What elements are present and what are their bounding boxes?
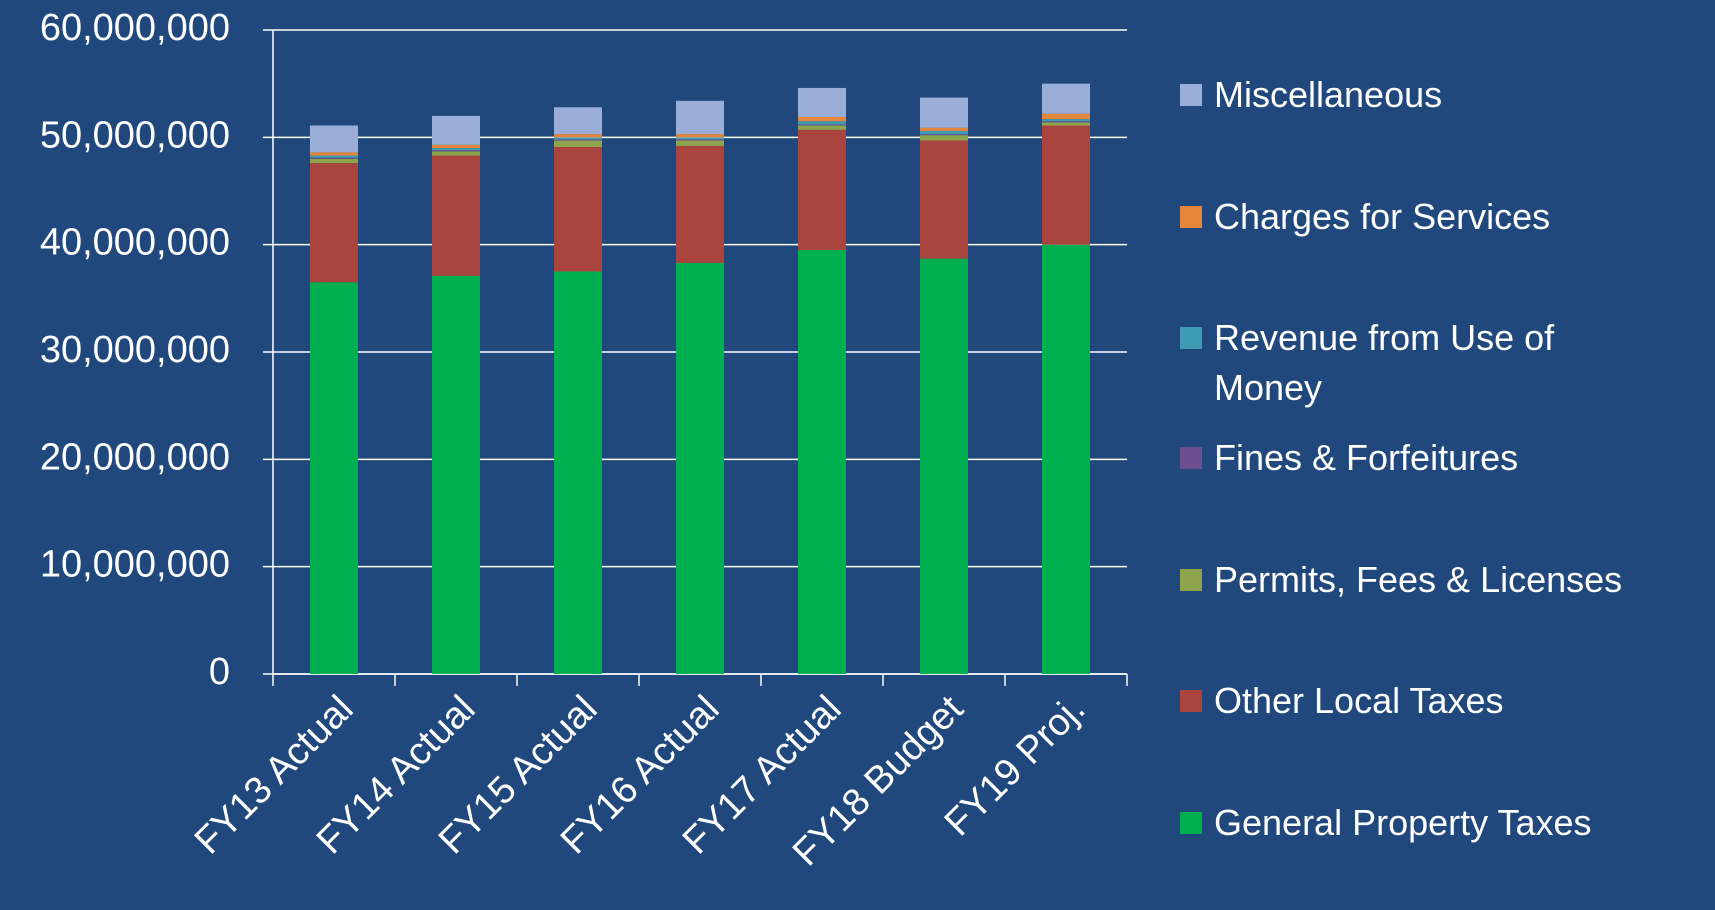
bar-segment [554,134,602,138]
legend-item: Other Local Taxes [1180,676,1710,726]
legend-item: Charges for Services [1180,192,1710,242]
legend-item: Miscellaneous [1180,70,1710,120]
bar-segment [310,282,358,674]
y-tick-label: 40,000,000 [40,222,230,264]
legend-label: Revenue from Use of Money [1214,317,1555,408]
y-tick-label: 0 [209,651,230,693]
bar-segment [920,97,968,128]
legend-label: Fines & Forfeitures [1214,437,1519,478]
legend-swatch [1180,569,1202,591]
bar-segment [432,115,480,145]
bar-segment [920,140,968,259]
legend-swatch [1180,690,1202,712]
bar-segment [676,262,724,674]
bar-segment [310,157,358,159]
y-tick-label: 30,000,000 [40,329,230,371]
bar-segment [554,271,602,674]
bar-segment [676,137,724,140]
bar-segment [310,163,358,283]
bar-segment [554,137,602,140]
bar-segment [310,155,358,158]
legend-swatch [1180,812,1202,834]
legend-swatch [1180,206,1202,228]
legend-swatch [1180,327,1202,349]
bar-segment [1042,121,1090,123]
legend-label: Charges for Services [1214,196,1551,237]
bar-segment [920,258,968,674]
legend-label: Permits, Fees & Licenses [1214,559,1623,600]
legend-label: General Property Taxes [1214,802,1592,843]
bar-segment [920,135,968,141]
bar-segment [1042,122,1090,126]
bar-segment [310,152,358,156]
bar-segment [920,130,968,135]
bar-segment [432,150,480,152]
y-tick-label: 20,000,000 [40,436,230,478]
y-tick-label: 50,000,000 [40,114,230,156]
bar-segment [1042,113,1090,120]
bar-segment [554,146,602,272]
bar-segment [432,144,480,149]
legend-item: Fines & Forfeitures [1180,433,1710,483]
bar-segment [432,155,480,276]
bar-segment [920,134,968,136]
bar-segment [554,107,602,135]
bar-segment [798,124,846,126]
bar-segment [310,125,358,153]
bar-segment [798,87,846,117]
bar-segment [310,158,358,164]
bar-segment [798,116,846,122]
bar-segment [1042,244,1090,674]
legend-label: Miscellaneous [1214,74,1443,115]
y-tick-label: 10,000,000 [40,544,230,586]
bar-segment [676,139,724,141]
bar-segment [432,275,480,674]
legend-item: Revenue from Use of Money [1180,313,1710,413]
bar-segment [554,139,602,141]
bar-segment [676,140,724,146]
bar-segment [1042,83,1090,114]
bar-segment [798,121,846,125]
bar-segment [920,127,968,131]
bar-segment [676,100,724,135]
legend: General Property Taxes Other Local Taxes P… [1180,0,1710,910]
bar-segment [554,140,602,147]
legend-swatch [1180,84,1202,106]
bar-segment [432,148,480,151]
bar-segment [798,250,846,675]
bar-segment [676,134,724,138]
legend-item: General Property Taxes [1180,798,1710,848]
y-tick-label: 60,000,000 [40,7,230,49]
legend-item: Permits, Fees & Licenses [1180,555,1710,605]
bar-segment [432,151,480,156]
bar-segment [1042,125,1090,245]
legend-label: Other Local Taxes [1214,680,1504,721]
bar-segment [798,129,846,251]
bar-segment [798,125,846,130]
bar-segment [1042,119,1090,122]
legend-swatch [1180,447,1202,469]
bar-segment [676,145,724,263]
